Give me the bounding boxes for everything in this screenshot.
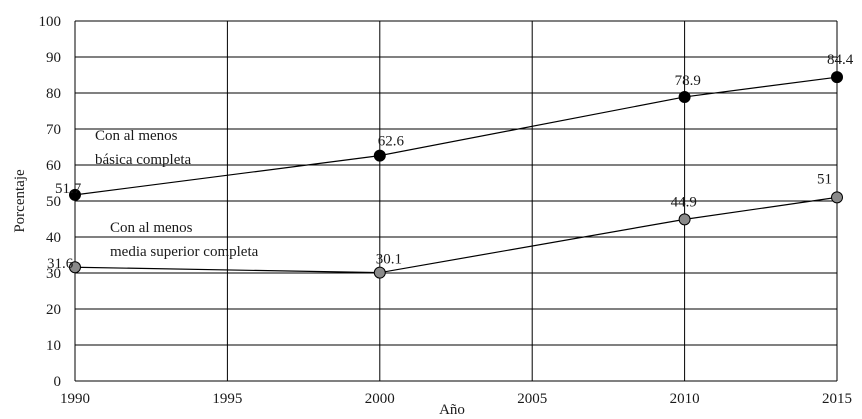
series-2-point-3	[831, 191, 843, 204]
x-axis-title: Año	[439, 402, 465, 418]
axis-ticks: 0 10 20 30 40 50 60 70 80 90 100 1990 1995 2000 2005 20…	[39, 14, 853, 407]
y-tick-label-6: 60	[46, 158, 61, 174]
series-2-point-2	[678, 213, 691, 226]
series-2-line	[74, 196, 838, 274]
x-tick-label-1: 1995	[212, 391, 242, 407]
x-tick-label-3: 2005	[517, 391, 547, 407]
series-1-data-label-1: 62.6	[378, 134, 405, 150]
y-tick-label-10: 100	[39, 14, 62, 30]
series-1-data-label-2: 78.9	[675, 73, 701, 89]
series-1-line	[74, 76, 838, 196]
x-tick-label-5: 2015	[822, 391, 852, 407]
series-1-point-1	[373, 149, 386, 162]
series-layer: 51.7 62.6 78.9 84.4 Con al menos básica compl…	[47, 52, 854, 279]
series-2-data-label-0: 31.6	[47, 256, 74, 272]
series-2-point-0	[69, 261, 81, 274]
series-2-data-label-2: 44.9	[671, 194, 697, 210]
series-1-point-0	[69, 188, 81, 201]
y-tick-label-1: 10	[46, 338, 61, 354]
y-tick-label-9: 90	[46, 50, 61, 66]
series-1-point-2	[678, 90, 691, 103]
y-tick-label-8: 80	[46, 86, 61, 102]
gridlines	[74, 20, 838, 382]
x-tick-label-4: 2010	[670, 391, 700, 407]
series-2-label-line-0: Con al menos	[110, 220, 193, 236]
series-2-data-label-1: 30.1	[376, 252, 402, 268]
series-1-point-3	[831, 71, 843, 84]
series-1-label-line-0: Con al menos	[95, 128, 178, 144]
x-tick-label-2: 2000	[365, 391, 395, 407]
y-tick-label-7: 70	[46, 122, 61, 138]
series-1: 51.7 62.6 78.9 84.4 Con al menos básica compl…	[55, 52, 854, 201]
y-axis-title: Porcentaje	[12, 169, 28, 233]
series-2-label-line-1: media superior completa	[110, 244, 259, 260]
y-tick-label-4: 40	[46, 230, 61, 246]
series-2-point-1	[373, 266, 386, 279]
series-1-data-label-0: 51.7	[55, 181, 82, 197]
y-tick-label-2: 20	[46, 302, 61, 318]
y-tick-label-0: 0	[54, 374, 62, 390]
y-tick-label-3: 30	[46, 266, 61, 282]
series-2-data-label-3: 51	[817, 171, 832, 187]
series-2: 31.6 30.1 44.9 51 Con al menos media superior…	[47, 171, 843, 279]
y-tick-label-5: 50	[46, 194, 61, 210]
x-tick-label-0: 1990	[60, 391, 90, 407]
series-1-label-line-1: básica completa	[95, 152, 192, 168]
series-1-data-label-3: 84.4	[827, 52, 854, 68]
